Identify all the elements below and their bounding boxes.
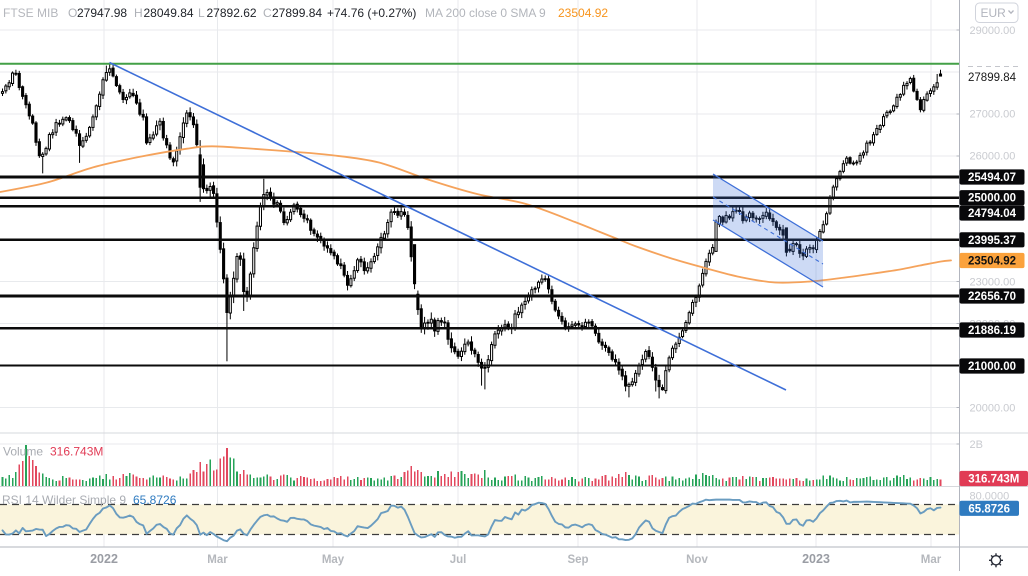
svg-text:316.743M: 316.743M [50,445,103,459]
svg-text:25494.07: 25494.07 [968,172,1016,184]
svg-text:23995.37: 23995.37 [968,235,1016,247]
svg-text:Jul: Jul [450,554,467,566]
svg-text:L: L [198,6,205,20]
svg-text:27000.00: 27000.00 [970,109,1016,121]
svg-text:EUR: EUR [981,6,1007,20]
svg-text:24794.04: 24794.04 [968,208,1017,220]
svg-text:RSI 14 Wilder Simple 9: RSI 14 Wilder Simple 9 [2,493,126,507]
svg-text:+74.76 (+0.27%): +74.76 (+0.27%) [327,6,416,20]
svg-text:2B: 2B [970,439,983,451]
svg-text:21886.19: 21886.19 [968,325,1016,337]
svg-text:25000.00: 25000.00 [968,193,1016,205]
svg-text:MA 200 close 0 SMA 9: MA 200 close 0 SMA 9 [425,6,546,20]
svg-text:27899.84: 27899.84 [272,6,322,20]
svg-text:29000.00: 29000.00 [970,25,1016,37]
svg-text:26000.00: 26000.00 [970,151,1016,163]
svg-text:C: C [263,6,272,20]
svg-text:Mar: Mar [921,554,942,566]
svg-text:23504.92: 23504.92 [968,256,1016,268]
svg-text:316.743M: 316.743M [968,474,1019,486]
svg-text:Sep: Sep [567,554,588,566]
svg-text:Volume: Volume [3,445,43,459]
svg-text:2022: 2022 [90,552,118,566]
svg-text:2023: 2023 [802,552,830,566]
svg-text:Mar: Mar [207,554,228,566]
svg-text:21000.00: 21000.00 [968,361,1016,373]
svg-text:FTSE MIB: FTSE MIB [3,6,58,20]
svg-text:20000.00: 20000.00 [970,402,1016,414]
svg-text:H: H [134,6,143,20]
svg-text:O: O [68,6,77,20]
svg-text:65.8726: 65.8726 [133,493,177,507]
svg-text:23000.00: 23000.00 [970,277,1016,289]
svg-text:May: May [322,554,345,566]
svg-text:27899.84: 27899.84 [968,72,1017,84]
svg-text:28049.84: 28049.84 [144,6,194,20]
svg-text:23504.92: 23504.92 [558,6,608,20]
svg-text:65.8726: 65.8726 [968,503,1010,515]
svg-text:Nov: Nov [686,554,708,566]
svg-text:22656.70: 22656.70 [968,291,1016,303]
svg-text:27892.62: 27892.62 [207,6,257,20]
svg-text:27947.98: 27947.98 [77,6,127,20]
